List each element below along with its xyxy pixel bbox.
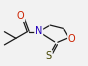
Text: O: O bbox=[68, 34, 76, 44]
Text: S: S bbox=[46, 51, 52, 61]
Text: N: N bbox=[35, 26, 42, 36]
Text: O: O bbox=[17, 11, 24, 21]
